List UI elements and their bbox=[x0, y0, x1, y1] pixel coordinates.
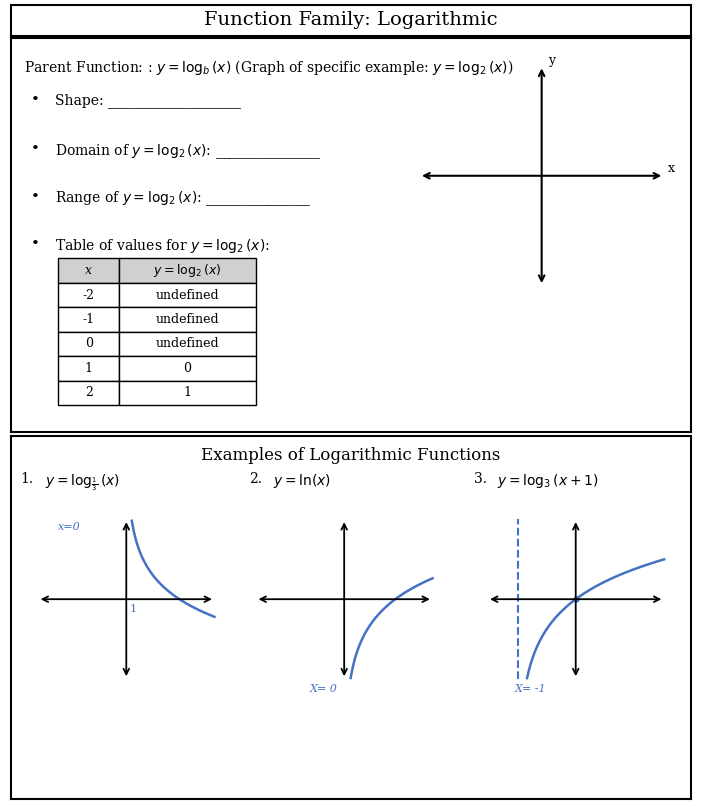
Text: 3.: 3. bbox=[474, 472, 486, 486]
Bar bbox=[119, 332, 256, 356]
Text: $y = \log_{\frac{1}{3}}(x)$: $y = \log_{\frac{1}{3}}(x)$ bbox=[45, 472, 119, 493]
Text: X= 0: X= 0 bbox=[310, 684, 338, 694]
Bar bbox=[119, 307, 256, 332]
Text: $y = \log_3(x + 1)$: $y = \log_3(x + 1)$ bbox=[498, 472, 599, 490]
Text: undefined: undefined bbox=[156, 289, 220, 302]
Text: •: • bbox=[31, 236, 40, 251]
Text: 1: 1 bbox=[184, 387, 192, 399]
Bar bbox=[119, 356, 256, 381]
Text: Range of $y = \log_2(x)$: _______________: Range of $y = \log_2(x)$: ______________… bbox=[55, 190, 312, 208]
Text: 2.: 2. bbox=[249, 472, 262, 486]
Text: y: y bbox=[548, 53, 555, 66]
Text: undefined: undefined bbox=[156, 337, 220, 350]
Text: Domain of $y = \log_2(x)$: _______________: Domain of $y = \log_2(x)$: _____________… bbox=[55, 142, 321, 161]
Text: X= -1: X= -1 bbox=[515, 684, 546, 694]
Text: Parent Function: : $y = \log_b(x)$ (Graph of specific example: $y = \log_2(x)$): Parent Function: : $y = \log_b(x)$ (Grap… bbox=[24, 57, 513, 77]
Bar bbox=[58, 332, 119, 356]
Bar bbox=[119, 258, 256, 283]
Bar bbox=[58, 381, 119, 405]
Bar bbox=[58, 356, 119, 381]
Text: x: x bbox=[86, 264, 93, 277]
Text: 1: 1 bbox=[85, 362, 93, 374]
Text: $y = \log_2(x)$: $y = \log_2(x)$ bbox=[154, 262, 222, 279]
Bar bbox=[58, 283, 119, 307]
Text: 1: 1 bbox=[130, 604, 137, 614]
Text: 1.: 1. bbox=[21, 472, 34, 486]
Bar bbox=[119, 381, 256, 405]
Text: -1: -1 bbox=[83, 313, 95, 326]
Bar bbox=[58, 258, 119, 283]
Bar bbox=[119, 283, 256, 307]
Bar bbox=[58, 307, 119, 332]
Text: Examples of Logarithmic Functions: Examples of Logarithmic Functions bbox=[201, 446, 501, 464]
Text: x: x bbox=[668, 162, 675, 175]
Text: 0: 0 bbox=[184, 362, 192, 374]
Text: Function Family: Logarithmic: Function Family: Logarithmic bbox=[204, 11, 498, 29]
Text: undefined: undefined bbox=[156, 313, 220, 326]
Text: Table of values for $y = \log_2(x)$:: Table of values for $y = \log_2(x)$: bbox=[55, 236, 270, 255]
Text: Shape: ___________________: Shape: ___________________ bbox=[55, 93, 241, 108]
Text: 0: 0 bbox=[85, 337, 93, 350]
Text: •: • bbox=[31, 190, 40, 203]
Text: •: • bbox=[31, 93, 40, 107]
Text: x=0: x=0 bbox=[58, 522, 81, 532]
Text: $y = \ln(x)$: $y = \ln(x)$ bbox=[272, 472, 331, 490]
Text: -2: -2 bbox=[83, 289, 95, 302]
Text: •: • bbox=[31, 142, 40, 157]
Text: 2: 2 bbox=[85, 387, 93, 399]
